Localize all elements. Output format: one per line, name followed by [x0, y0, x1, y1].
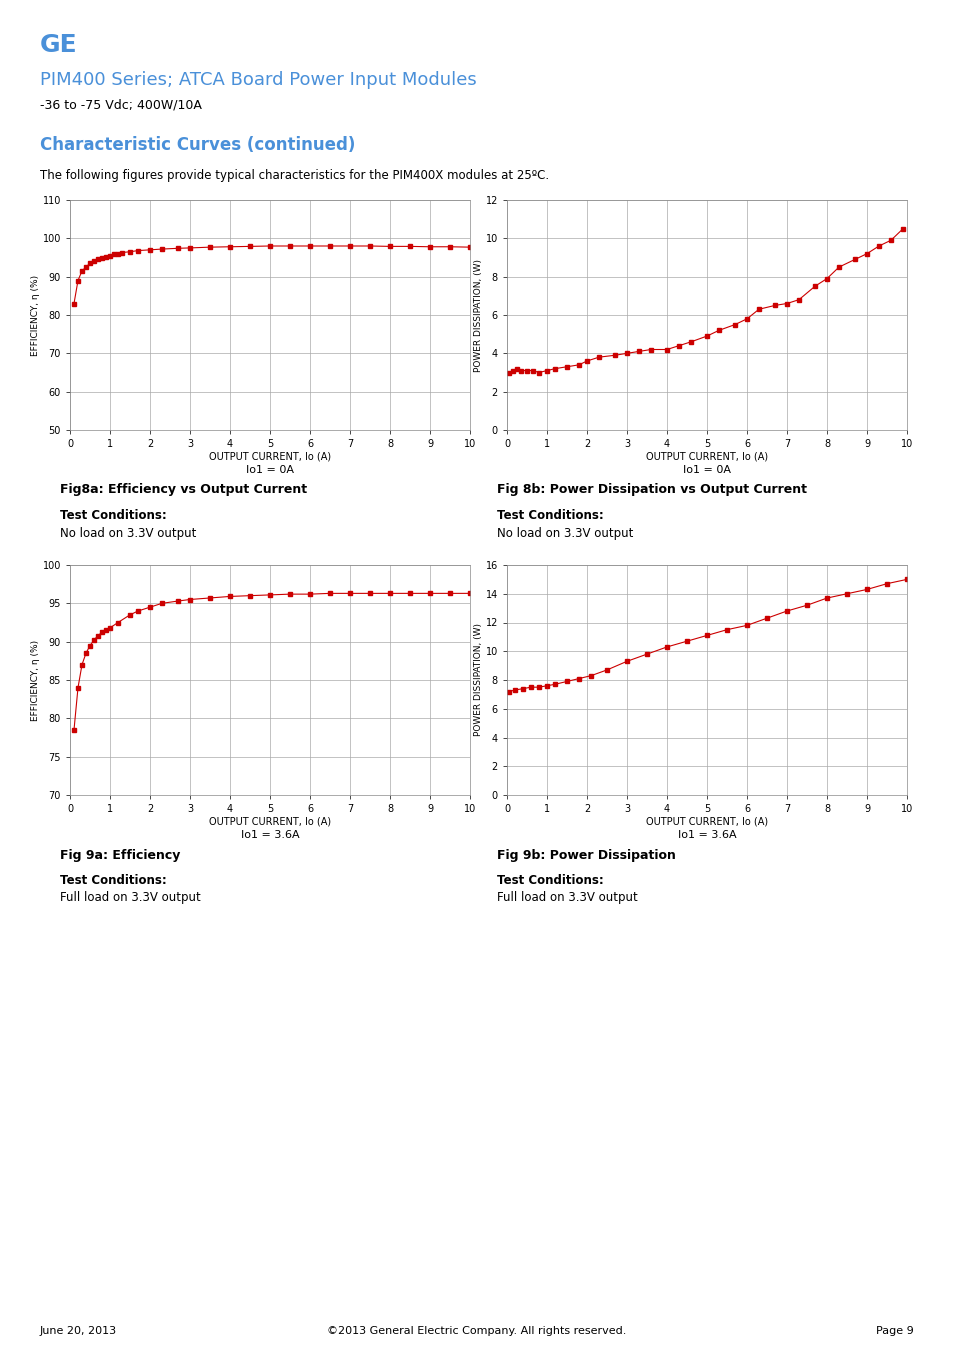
Text: Page 9: Page 9 [876, 1326, 913, 1336]
Text: ©2013 General Electric Company. All rights reserved.: ©2013 General Electric Company. All righ… [327, 1326, 626, 1336]
Y-axis label: POWER DISSIPATION, (W): POWER DISSIPATION, (W) [474, 623, 482, 737]
Text: No load on 3.3V output: No load on 3.3V output [497, 526, 633, 540]
Text: Test Conditions:: Test Conditions: [60, 874, 167, 886]
Y-axis label: POWER DISSIPATION, (W): POWER DISSIPATION, (W) [474, 259, 482, 371]
Text: Data Sheet: Data Sheet [706, 27, 807, 45]
Y-axis label: EFFICIENCY, η (%): EFFICIENCY, η (%) [30, 274, 40, 356]
Text: Test Conditions:: Test Conditions: [497, 874, 603, 886]
Text: No load on 3.3V output: No load on 3.3V output [60, 526, 196, 540]
Text: Fig 8b: Power Dissipation vs Output Current: Fig 8b: Power Dissipation vs Output Curr… [497, 483, 806, 496]
Text: Full load on 3.3V output: Full load on 3.3V output [497, 892, 638, 904]
Text: Io1 = 3.6A: Io1 = 3.6A [677, 830, 736, 840]
Text: The following figures provide typical characteristics for the PIM400X modules at: The following figures provide typical ch… [40, 169, 549, 182]
Text: Io1 = 0A: Io1 = 0A [246, 465, 294, 475]
Text: Test Conditions:: Test Conditions: [497, 509, 603, 522]
Text: GE: GE [40, 32, 77, 57]
X-axis label: OUTPUT CURRENT, Io (A): OUTPUT CURRENT, Io (A) [209, 452, 331, 461]
X-axis label: OUTPUT CURRENT, Io (A): OUTPUT CURRENT, Io (A) [645, 816, 767, 827]
Text: Fig 9b: Power Dissipation: Fig 9b: Power Dissipation [497, 849, 675, 862]
Text: Fig 9a: Efficiency: Fig 9a: Efficiency [60, 849, 180, 862]
Text: -36 to -75 Vdc; 400W/10A: -36 to -75 Vdc; 400W/10A [40, 98, 202, 112]
Text: Fig8a: Efficiency vs Output Current: Fig8a: Efficiency vs Output Current [60, 483, 307, 496]
X-axis label: OUTPUT CURRENT, Io (A): OUTPUT CURRENT, Io (A) [645, 452, 767, 461]
Text: June 20, 2013: June 20, 2013 [40, 1326, 117, 1336]
Text: Full load on 3.3V output: Full load on 3.3V output [60, 892, 200, 904]
Text: Test Conditions:: Test Conditions: [60, 509, 167, 522]
Text: PIM400 Series; ATCA Board Power Input Modules: PIM400 Series; ATCA Board Power Input Mo… [40, 71, 476, 89]
Text: Io1 = 0A: Io1 = 0A [682, 465, 730, 475]
Text: Io1 = 3.6A: Io1 = 3.6A [240, 830, 299, 840]
X-axis label: OUTPUT CURRENT, Io (A): OUTPUT CURRENT, Io (A) [209, 816, 331, 827]
Y-axis label: EFFICIENCY, η (%): EFFICIENCY, η (%) [30, 639, 40, 720]
Text: Characteristic Curves (continued): Characteristic Curves (continued) [40, 136, 355, 154]
